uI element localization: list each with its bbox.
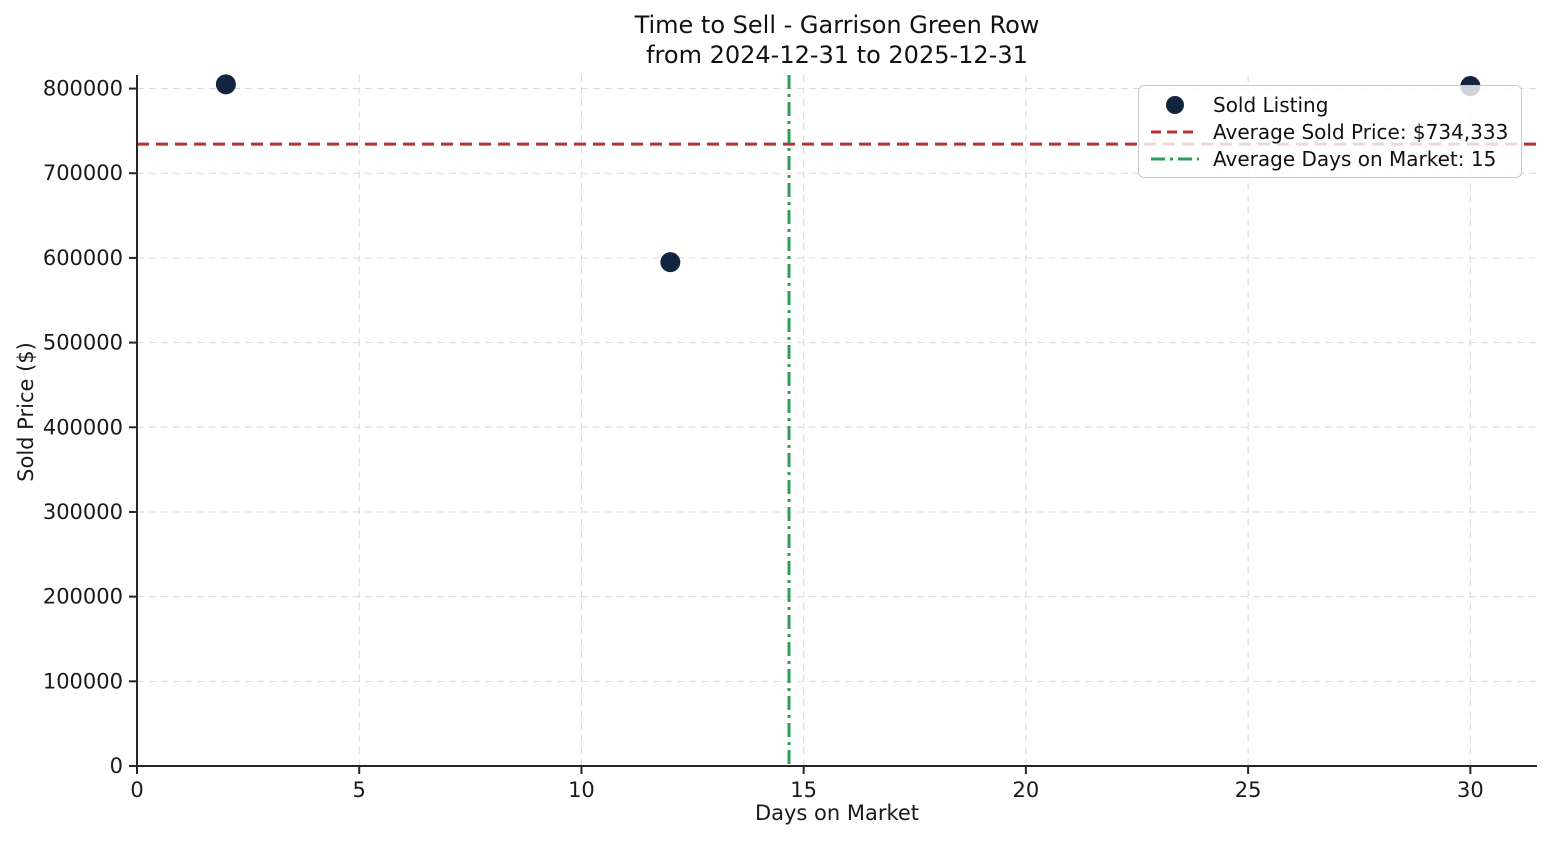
x-tick-label: 20: [1013, 778, 1040, 802]
y-tick-label: 200000: [43, 585, 123, 609]
y-tick-label: 400000: [43, 415, 123, 439]
legend-item-label: Sold Listing: [1213, 92, 1329, 117]
x-tick-label: 5: [353, 778, 366, 802]
x-tick-label: 15: [790, 778, 817, 802]
y-axis-label: Sold Price ($): [14, 342, 38, 482]
avg-days-dashdot-line-icon: [1151, 156, 1199, 162]
chart-title: Time to Sell - Garrison Green Row from 2…: [137, 10, 1537, 70]
x-tick-label: 30: [1457, 778, 1484, 802]
x-tick-label: 10: [568, 778, 595, 802]
y-tick-label: 0: [110, 754, 123, 778]
y-tick-label: 100000: [43, 669, 123, 693]
y-tick-label: 500000: [43, 331, 123, 355]
chart-title-line1: Time to Sell - Garrison Green Row: [634, 11, 1040, 39]
y-tick-label: 700000: [43, 161, 123, 185]
avg-price-dashed-line-icon: [1151, 129, 1199, 135]
y-tick-label: 800000: [43, 77, 123, 101]
x-axis-label: Days on Market: [754, 801, 920, 825]
legend: Sold Listing Average Sold Price: $734,33…: [1138, 85, 1522, 178]
legend-item-label: Average Days on Market: 15: [1213, 146, 1497, 171]
legend-item-label: Average Sold Price: $734,333: [1213, 119, 1509, 144]
legend-item-sold-listing: Sold Listing: [1151, 93, 1513, 117]
scatter-point-sold-listing: [660, 252, 681, 273]
scatter-point-sold-listing: [215, 74, 236, 95]
chart-title-line2: from 2024-12-31 to 2025-12-31: [646, 41, 1028, 69]
sold-listing-marker-icon: [1151, 95, 1199, 114]
y-tick-label: 600000: [43, 246, 123, 270]
legend-item-avg-sold-price: Average Sold Price: $734,333: [1151, 120, 1513, 144]
x-tick-label: 25: [1235, 778, 1262, 802]
legend-item-avg-days: Average Days on Market: 15: [1151, 147, 1513, 171]
y-tick-label: 300000: [43, 500, 123, 524]
x-tick-label: 0: [130, 778, 143, 802]
